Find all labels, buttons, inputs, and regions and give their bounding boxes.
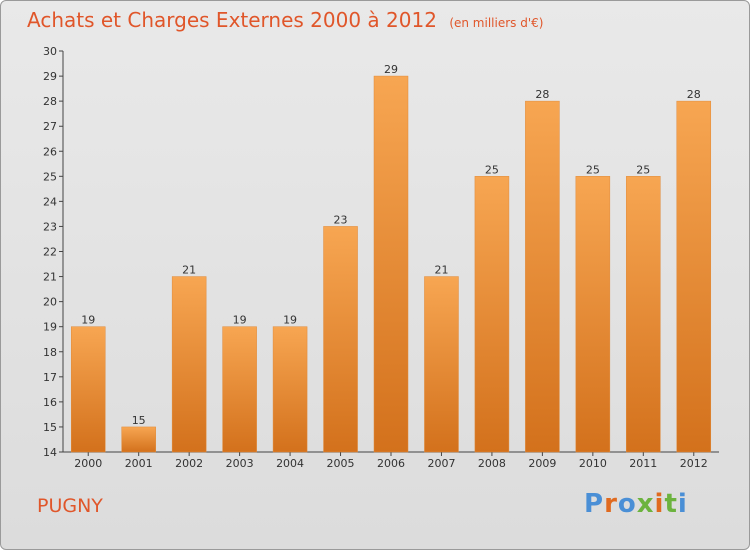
x-tick-label: 2008 <box>478 457 506 470</box>
data-label-2005: 23 <box>334 213 348 226</box>
data-label-2000: 19 <box>81 314 95 327</box>
x-tick-label: 2002 <box>175 457 203 470</box>
y-tick-label: 23 <box>43 220 57 233</box>
x-tick-label: 2011 <box>629 457 657 470</box>
logo-letter: x <box>636 489 655 519</box>
y-tick-label: 14 <box>43 446 57 459</box>
bar-2008[interactable] <box>474 176 510 453</box>
axes: 14 15 16 17 18 19 20 21 22 23 24 25 26 27 28 29 30 2000 20… <box>43 45 719 470</box>
y-tick-label: 30 <box>43 45 57 58</box>
x-tick-label: 2000 <box>74 457 102 470</box>
y-tick-label: 22 <box>43 246 57 259</box>
y-tick-label: 27 <box>43 120 57 133</box>
bar-2002[interactable] <box>171 276 207 453</box>
bar-2010[interactable] <box>575 176 611 453</box>
place-name: PUGNY <box>37 495 103 517</box>
bar-2011[interactable] <box>626 176 661 453</box>
data-label-2006: 29 <box>384 63 398 76</box>
proxiti-logo[interactable]: Proxiti <box>584 489 688 519</box>
y-tick-label: 19 <box>43 321 57 334</box>
bar-2001[interactable] <box>121 426 156 453</box>
y-tick-label: 16 <box>43 396 57 409</box>
logo-letter: i <box>654 489 665 519</box>
data-label-2008: 25 <box>485 163 499 176</box>
x-tick-label: 2007 <box>427 457 455 470</box>
data-label-2011: 25 <box>636 163 650 176</box>
x-tick-label: 2003 <box>226 457 254 470</box>
bar-2003[interactable] <box>222 326 257 453</box>
y-tick-label: 18 <box>43 346 57 359</box>
data-label-2003: 19 <box>233 314 247 327</box>
y-tick-label: 21 <box>43 271 57 284</box>
logo-letter: o <box>617 489 637 519</box>
data-labels: 19 15 21 19 19 23 29 21 25 28 25 25 28 <box>81 63 701 427</box>
data-label-2010: 25 <box>586 163 600 176</box>
logo-letter: P <box>584 489 605 519</box>
y-tick-label: 20 <box>43 296 57 309</box>
bar-2009[interactable] <box>525 100 560 453</box>
bar-2004[interactable] <box>272 326 308 453</box>
bar-2005[interactable] <box>323 226 358 453</box>
logo-letter: r <box>604 489 618 519</box>
x-tick-label: 2009 <box>528 457 556 470</box>
bar-2006[interactable] <box>373 75 409 453</box>
y-tick-label: 29 <box>43 70 57 83</box>
data-label-2009: 28 <box>535 88 549 101</box>
chart-unit: (en milliers d'€) <box>449 16 544 30</box>
bar-2000[interactable] <box>70 326 106 453</box>
data-label-2004: 19 <box>283 314 297 327</box>
bar-2007[interactable] <box>424 276 459 453</box>
data-label-2001: 15 <box>132 414 146 427</box>
bar-2012[interactable] <box>676 100 712 453</box>
x-tick-label: 2004 <box>276 457 304 470</box>
y-tick-label: 25 <box>43 170 57 183</box>
x-tick-label: 2001 <box>125 457 153 470</box>
y-tick-label: 17 <box>43 371 57 384</box>
data-label-2012: 28 <box>687 88 701 101</box>
logo-letter: t <box>664 489 678 519</box>
x-tick-label: 2005 <box>327 457 355 470</box>
x-tick-label: 2006 <box>377 457 405 470</box>
chart-title-text: Achats et Charges Externes 2000 à 2012 <box>27 8 437 32</box>
x-tick-label: 2012 <box>680 457 708 470</box>
x-tick-label: 2010 <box>579 457 607 470</box>
y-tick-label: 24 <box>43 195 57 208</box>
y-tick-label: 28 <box>43 95 57 108</box>
y-tick-label: 26 <box>43 145 57 158</box>
y-tick-label: 15 <box>43 421 57 434</box>
data-label-2007: 21 <box>434 264 448 277</box>
logo-letter: i <box>677 489 688 519</box>
chart-title: Achats et Charges Externes 2000 à 2012 (… <box>27 8 543 32</box>
data-label-2002: 21 <box>182 264 196 277</box>
bars <box>70 75 712 453</box>
